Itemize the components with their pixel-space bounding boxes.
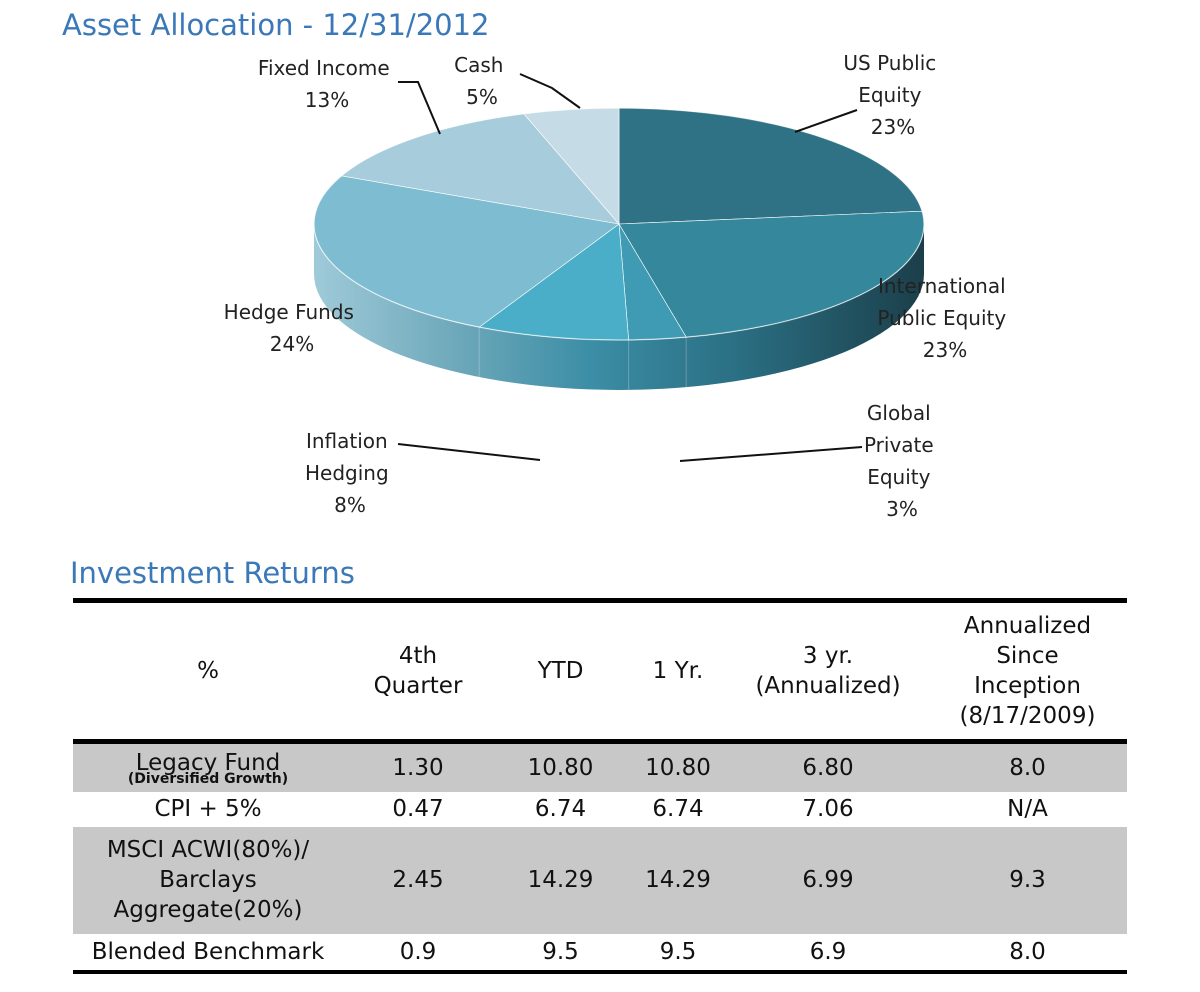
leader-line-cash <box>519 73 581 109</box>
cell-1yr: 10.80 <box>645 754 711 781</box>
table-header-row: % 4th Quarter YTD 1 Yr. 3 yr. (Annualize… <box>73 601 1127 742</box>
label-fixed-income-line1: Fixed Income <box>258 56 390 80</box>
header-since-line3: Inception <box>974 673 1081 699</box>
table-row-blended-benchmark: Blended Benchmark 0.9 9.5 9.5 6.9 8.0 <box>73 934 1127 972</box>
cell-since: 9.3 <box>1009 867 1046 893</box>
label-hedge-funds-line1: Hedge Funds <box>224 300 354 324</box>
header-3-yr-line1: 3 yr. <box>802 643 854 669</box>
legacy-fund-name: Legacy Fund <box>135 749 281 776</box>
label-global-private-pct: 3% <box>886 497 918 521</box>
header-4th-quarter-line2: Quarter <box>373 673 463 699</box>
header-since-inception: Annualized Since Inception (8/17/2009) <box>928 601 1127 742</box>
cell-1yr: 6.74 <box>652 796 704 822</box>
pie-slice-hedge-funds <box>313 175 620 328</box>
header-3-yr-line2: (Annualized) <box>755 673 901 699</box>
label-hedge-funds: Hedge Funds 24% <box>224 300 361 356</box>
label-inflation-pct: 8% <box>334 493 366 517</box>
label-cash-pct: 5% <box>466 85 498 109</box>
label-global-private: Global Private Equity 3% <box>864 401 940 521</box>
label-inflation: Inflation Hedging 8% <box>305 429 395 517</box>
label-fixed-income-pct: 13% <box>305 88 349 112</box>
label-cash: Cash 5% <box>454 53 510 109</box>
pie-side-wall <box>314 224 924 390</box>
label-global-private-line1: Global <box>867 401 931 425</box>
cell-q4: 1.30 <box>392 754 444 781</box>
pie-slice-inflation-hedging <box>478 223 630 341</box>
cell-q4: 0.9 <box>399 938 437 965</box>
header-ytd: YTD <box>537 658 584 684</box>
cell-1yr: 14.29 <box>645 867 711 893</box>
leader-line-us-public <box>794 109 858 133</box>
label-cash-line1: Cash <box>454 53 503 77</box>
asset-allocation-pie-chart: US Public Equity 23% International Publi… <box>224 51 1012 521</box>
cell-1yr: 9.5 <box>659 938 697 965</box>
cell-q4: 0.47 <box>392 796 444 822</box>
label-global-private-line2: Private <box>864 433 934 457</box>
pie-chart-title: Asset Allocation - 12/31/2012 <box>62 8 490 42</box>
cell-ytd: 6.74 <box>534 796 587 822</box>
pie-slice-fixed-income <box>340 113 620 225</box>
msci-name-line1: MSCI ACWI(80%)/ <box>106 837 310 863</box>
pie-slice-international-public-equity <box>618 210 925 338</box>
row-name-cpi: CPI + 5% <box>154 796 262 822</box>
cell-3yr: 6.80 <box>802 754 854 781</box>
label-international-line1: International <box>878 274 1006 298</box>
label-international-pct: 23% <box>923 338 967 362</box>
cell-since: 8.0 <box>1009 754 1046 781</box>
table-row-msci-acwi: MSCI ACWI(80%)/ Barclays Aggregate(20%) … <box>73 826 1127 934</box>
pie-3d-side <box>314 224 924 390</box>
label-international-line2: Public Equity <box>877 306 1006 330</box>
label-hedge-funds-pct: 24% <box>270 332 314 356</box>
msci-name-line3: Aggregate(20%) <box>113 897 303 923</box>
header-since-line1: Annualized <box>963 613 1092 639</box>
investment-returns-table: % 4th Quarter YTD 1 Yr. 3 yr. (Annualize… <box>73 598 1127 974</box>
legacy-fund-subtitle: (Diversified Growth) <box>127 770 289 787</box>
header-4th-quarter-line1: 4th <box>398 643 438 669</box>
header-since-line2: Since <box>996 643 1059 669</box>
leader-line-inflation <box>397 443 541 461</box>
label-us-public-line2: Equity <box>858 83 921 107</box>
cell-3yr: 6.9 <box>809 938 847 965</box>
returns-section-title: Investment Returns <box>70 556 355 590</box>
label-us-public-line1: US Public <box>843 51 936 75</box>
header-since-line4: (8/17/2009) <box>959 703 1096 729</box>
table-row-cpi: CPI + 5% 0.47 6.74 6.74 7.06 N/A <box>73 792 1127 827</box>
cell-since: 8.0 <box>1009 938 1046 965</box>
header-1-yr: 1 Yr. <box>652 658 704 684</box>
pie-slice-cash <box>523 107 620 225</box>
msci-name-line2: Barclays <box>159 867 257 893</box>
pie-top-face <box>313 107 925 341</box>
leader-line-global-private <box>679 446 863 462</box>
label-inflation-line2: Hedging <box>305 461 389 485</box>
cell-ytd: 14.29 <box>527 867 594 893</box>
cell-ytd: 10.80 <box>527 754 594 781</box>
header-4th-quarter: 4th Quarter <box>343 601 493 742</box>
row-name-blended-benchmark: Blended Benchmark <box>91 938 325 965</box>
leader-line-fixed-income <box>398 81 441 135</box>
row-name-legacy-fund: Legacy Fund (Diversified Growth) <box>73 742 343 792</box>
label-international: International Public Equity 23% <box>877 274 1012 362</box>
cell-3yr: 7.06 <box>802 796 854 822</box>
header-3-yr: 3 yr. (Annualized) <box>728 601 928 742</box>
header-percent: % <box>197 658 219 684</box>
label-fixed-income: Fixed Income 13% <box>258 56 396 112</box>
table-row-legacy-fund: Legacy Fund (Diversified Growth) 1.30 10… <box>73 741 1127 792</box>
label-inflation-line1: Inflation <box>306 429 388 453</box>
label-us-public-pct: 23% <box>871 115 915 139</box>
cell-q4: 2.45 <box>392 867 444 893</box>
cell-ytd: 9.5 <box>542 938 579 965</box>
label-us-public: US Public Equity 23% <box>843 51 942 139</box>
cell-since: N/A <box>1007 796 1048 822</box>
row-name-msci-acwi: MSCI ACWI(80%)/ Barclays Aggregate(20%) <box>73 827 343 934</box>
pie-rim <box>313 107 925 341</box>
label-global-private-line3: Equity <box>867 465 930 489</box>
cell-3yr: 6.99 <box>802 867 854 893</box>
pie-slice-us-public-equity <box>618 107 923 225</box>
